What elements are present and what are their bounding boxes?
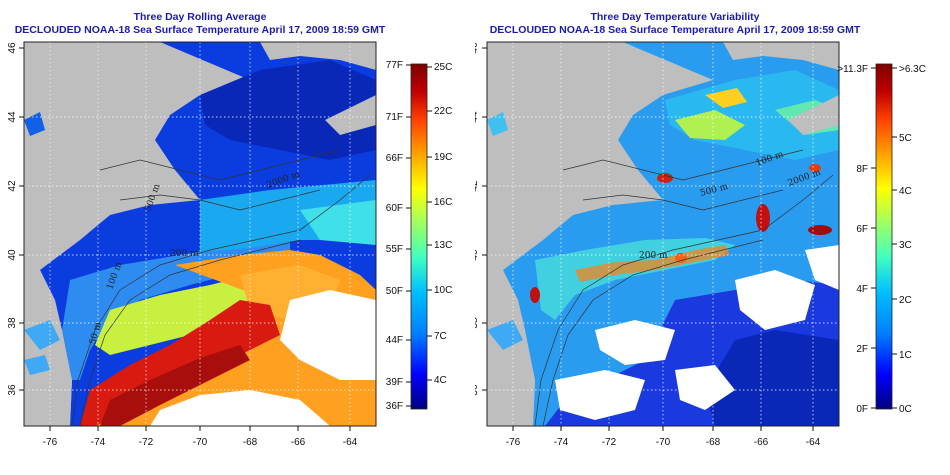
colorbar-fahrenheit-labels: >11.3F 8F 6F 4F 2F 0F — [837, 64, 868, 415]
colorbar-label: 16C — [434, 197, 452, 208]
y-axis-ticks: 36 38 40 42 44 46 — [475, 42, 480, 396]
colorbar-celsius-labels: 25C 22C 19C 16C 13C 10C 7C 4C — [434, 62, 452, 386]
colorbar-label: 7C — [434, 331, 447, 342]
colorbar-label: 44F — [386, 335, 403, 346]
lat-lon-grid — [487, 42, 839, 426]
colorbar-label: >11.3F — [837, 64, 868, 75]
y-tick-label: 46 — [7, 42, 18, 54]
colorbar-celsius-labels: >6.3C 5C 4C 3C 2C 1C 0C — [899, 64, 926, 415]
colorbar-label: 10C — [434, 285, 452, 296]
colorbar-label: 4F — [856, 284, 868, 295]
y-tick-label: 42 — [7, 180, 18, 192]
sst-variability-map: 100 m 2000 m 500 m 200 m -76 -74 -72 -70… — [475, 41, 926, 448]
no-data-area — [735, 270, 815, 330]
colorbar-label: 13C — [434, 240, 452, 251]
bathymetry-contours — [71, 149, 371, 426]
x-tick-label: -68 — [706, 437, 721, 448]
colorbar-label: 8F — [856, 164, 868, 175]
x-axis-ticks: -76 -74 -72 -70 -68 -66 -64 — [43, 437, 358, 448]
y-tick-label: 40 — [475, 249, 480, 261]
map-subtitle: DECLOUDED NOAA-18 Sea Surface Temperatur… — [489, 24, 861, 36]
colorbar-label: 6F — [856, 224, 868, 235]
colorbar-label: 1C — [899, 350, 912, 361]
x-tick-label: -72 — [139, 437, 154, 448]
y-tick-label: 38 — [475, 317, 480, 329]
sst-variability-panel: Three Day Temperature Variability DECLOU… — [475, 0, 950, 475]
colorbar-label: 36F — [386, 401, 403, 412]
colorbar-label: 66F — [386, 153, 403, 164]
map-field — [487, 42, 839, 426]
map-title: Three Day Temperature Variability — [590, 11, 760, 23]
x-tick-label: -76 — [43, 437, 58, 448]
colorbar-label: 2C — [899, 295, 912, 306]
colorbar-label: 39F — [386, 377, 403, 388]
y-tick-label: 44 — [7, 111, 18, 123]
colorbar-label: 19C — [434, 152, 452, 163]
colorbar-label: 55F — [386, 244, 403, 255]
y-tick-label: 46 — [475, 42, 480, 54]
x-tick-label: -76 — [506, 437, 521, 448]
lat-lon-grid — [24, 42, 376, 426]
colorbar-label: 22C — [434, 106, 452, 117]
sst-average-panel: Three Day Rolling Average DECLOUDED NOAA… — [7, 11, 452, 448]
x-tick-label: -68 — [243, 437, 258, 448]
colorbar — [875, 63, 893, 410]
x-tick-label: -70 — [193, 437, 208, 448]
colorbar-label: 4C — [899, 186, 912, 197]
colorbar-label: 5C — [899, 133, 912, 144]
x-tick-label: -66 — [754, 437, 769, 448]
colorbar-label: 0F — [856, 404, 868, 415]
y-tick-label: 36 — [475, 384, 480, 396]
bathymetry-contours — [534, 149, 834, 426]
sst-average-map: 2000 m 500 m 200 m 50 m 100 m -76 -74 -7… — [7, 41, 452, 448]
colorbar-label: 71F — [386, 112, 403, 123]
colorbar-label: 50F — [386, 286, 403, 297]
y-tick-label: 36 — [7, 384, 18, 396]
x-tick-label: -72 — [602, 437, 617, 448]
colorbar-label: 0C — [899, 404, 912, 415]
y-tick-label: 44 — [475, 111, 480, 123]
map-field — [24, 42, 376, 426]
contour-label: 200 m — [639, 251, 668, 261]
colorbar-label: >6.3C — [899, 64, 926, 75]
y-tick-label: 38 — [7, 317, 18, 329]
x-tick-label: -64 — [343, 437, 358, 448]
x-tick-label: -70 — [656, 437, 671, 448]
contour-label: 200 m — [170, 249, 199, 259]
y-tick-label: 40 — [7, 249, 18, 261]
no-data-area — [280, 290, 376, 380]
map-title: Three Day Rolling Average — [133, 11, 267, 23]
colorbar-label: 77F — [386, 60, 403, 71]
colorbar-label: 3C — [899, 240, 912, 251]
y-axis-ticks: 36 38 40 42 44 46 — [7, 42, 18, 396]
colorbar-fahrenheit-labels: 77F 71F 66F 60F 55F 50F 44F 39F 36F — [386, 60, 403, 412]
x-axis-ticks: -76 -74 -72 -70 -68 -66 -64 — [506, 437, 821, 448]
colorbar-label: 2F — [856, 344, 868, 355]
x-tick-label: -66 — [291, 437, 306, 448]
x-tick-label: -64 — [806, 437, 821, 448]
x-tick-label: -74 — [91, 437, 106, 448]
colorbar-label: 25C — [434, 62, 452, 73]
colorbar-label: 60F — [386, 203, 403, 214]
colorbar-label: 4C — [434, 375, 447, 386]
map-subtitle: DECLOUDED NOAA-18 Sea Surface Temperatur… — [14, 24, 386, 36]
colorbar — [410, 63, 428, 410]
y-tick-label: 42 — [475, 180, 480, 192]
x-tick-label: -74 — [554, 437, 569, 448]
